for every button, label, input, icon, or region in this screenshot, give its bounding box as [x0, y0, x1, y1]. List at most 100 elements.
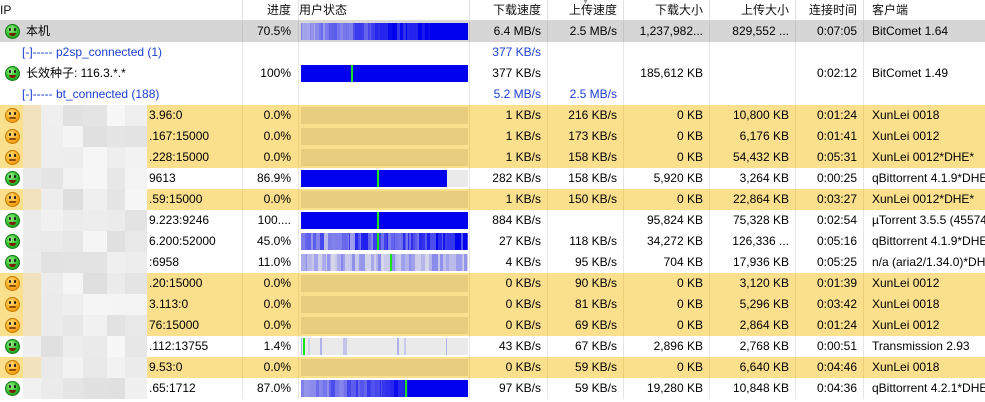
table-row[interactable]: [-]----- bt_connected (188) 5.2 MB/s 2.5 M… [0, 84, 985, 105]
progress-bar [301, 128, 468, 145]
peer-group-label[interactable]: [-]----- p2sp_connected (1) [22, 45, 163, 59]
cell-upload-speed: 173 KB/s [548, 126, 624, 147]
cell-ip[interactable]: 9613 [0, 168, 243, 189]
table-row[interactable]: 本机 70.5% 6.4 MB/s 2.5 MB/s 1,237,982... 829,5… [0, 21, 985, 42]
cell-ip[interactable]: .228:15000 [0, 147, 243, 168]
column-header-client[interactable]: 客户端 [864, 0, 985, 20]
column-header-connect-time-label: 连接时间 [808, 3, 857, 17]
cell-download-size: 0 KB [624, 126, 710, 147]
cell-progress-percent: 0.0% [243, 273, 299, 294]
table-row[interactable]: .228:15000 0.0% 1 KB/s 158 KB/s 0 KB 54,432 K… [0, 147, 985, 168]
cell-upload-size: 5,296 KB [710, 294, 796, 315]
cell-upload-size: 22,864 KB [710, 189, 796, 210]
cell-progress-percent: 0.0% [243, 147, 299, 168]
peer-ip-redacted [23, 105, 147, 126]
cell-progress-percent: 11.0% [243, 252, 299, 273]
cell-ip[interactable]: .112:13755 [0, 336, 243, 357]
cell-upload-speed [548, 63, 624, 84]
peer-status-happy-icon [5, 171, 20, 186]
column-header-download-speed-label: 下载速度 [492, 3, 541, 17]
peer-group-label[interactable]: [-]----- bt_connected (188) [22, 87, 160, 101]
peer-ip-redacted [23, 168, 147, 189]
cell-download-size: 1,237,982... [624, 21, 710, 42]
cell-download-speed: 1 KB/s [470, 105, 548, 126]
cell-upload-size: 2,864 KB [710, 315, 796, 336]
column-header-upload-speed[interactable]: ▾ 上传速度 [548, 0, 624, 20]
cell-upload-size: 10,848 KB [710, 378, 796, 399]
table-row[interactable]: .59:15000 0.0% 1 KB/s 150 KB/s 0 KB 22,864 KB… [0, 189, 985, 210]
cell-download-size: 5,920 KB [624, 168, 710, 189]
cell-ip[interactable]: 3.113:0 [0, 294, 243, 315]
table-row[interactable]: 长效种子: 116.3.*.* 100% 377 KB/s 185,612 KB 0:0… [0, 63, 985, 84]
column-header-download-speed[interactable]: 下载速度 [470, 0, 548, 20]
cell-download-speed: 97 KB/s [470, 378, 548, 399]
cell-connect-time: 0:05:31 [796, 147, 864, 168]
table-row[interactable]: 9.53:0 0.0% 0 KB/s 59 KB/s 0 KB 6,640 KB 0:04:… [0, 357, 985, 378]
table-row[interactable]: 9.223:9246 100.... 884 KB/s 95,824 KB 75,328… [0, 210, 985, 231]
cell-download-size: 704 KB [624, 252, 710, 273]
cell-download-size [624, 84, 710, 105]
cell-ip[interactable]: [-]----- p2sp_connected (1) [0, 42, 243, 63]
cell-upload-size [710, 84, 796, 105]
cell-ip[interactable]: .20:15000 [0, 273, 243, 294]
cell-user-state [299, 231, 470, 252]
progress-bar [301, 65, 468, 82]
table-row[interactable]: .65:1712 87.0% 97 KB/s 59 KB/s 19,280 KB 10,8… [0, 378, 985, 399]
peer-status-meh-icon [5, 276, 20, 291]
column-header-progress[interactable]: 进度 [243, 0, 299, 20]
progress-bar [301, 107, 468, 124]
peer-ip-redacted [23, 126, 147, 147]
peer-ip-redacted [23, 252, 147, 273]
table-row[interactable]: 3.96:0 0.0% 1 KB/s 216 KB/s 0 KB 10,800 KB 0:0… [0, 105, 985, 126]
cell-user-state [299, 21, 470, 42]
progress-marker [303, 338, 305, 355]
cell-ip[interactable]: 76:15000 [0, 315, 243, 336]
table-row[interactable]: 6.200:52000 45.0% 27 KB/s 118 KB/s 34,272 KB… [0, 231, 985, 252]
table-row[interactable]: 76:15000 0.0% 0 KB/s 69 KB/s 0 KB 2,864 KB 0:0… [0, 315, 985, 336]
cell-upload-size [710, 42, 796, 63]
cell-ip[interactable]: .167:15000 [0, 126, 243, 147]
table-row[interactable]: .167:15000 0.0% 1 KB/s 173 KB/s 0 KB 6,176 KB… [0, 126, 985, 147]
table-row[interactable]: [-]----- p2sp_connected (1) 377 KB/s [0, 42, 985, 63]
cell-progress-percent: 1.4% [243, 336, 299, 357]
cell-progress-percent: 100.... [243, 210, 299, 231]
cell-ip[interactable]: 3.96:0 [0, 105, 243, 126]
cell-ip[interactable]: 6.200:52000 [0, 231, 243, 252]
cell-progress-percent: 0.0% [243, 315, 299, 336]
cell-upload-size: 75,328 KB [710, 210, 796, 231]
progress-bar [301, 317, 468, 334]
cell-ip[interactable]: .59:15000 [0, 189, 243, 210]
peer-status-meh-icon [5, 129, 20, 144]
progress-bar [301, 44, 468, 61]
cell-ip[interactable]: 本机 [0, 21, 243, 42]
column-header-ip-label: IP [0, 3, 12, 17]
table-header-row[interactable]: IP 进度 用户状态 下载速度 ▾ 上传速度 下载大小 上传大小 连接时间 客户… [0, 0, 985, 21]
cell-ip[interactable]: [-]----- bt_connected (188) [0, 84, 243, 105]
table-row[interactable]: :6958 11.0% 4 KB/s 95 KB/s 704 KB 17,936 KB 0:… [0, 252, 985, 273]
column-header-ip[interactable]: IP [0, 0, 243, 20]
progress-fill [301, 233, 468, 250]
cell-download-size: 0 KB [624, 315, 710, 336]
cell-ip[interactable]: :6958 [0, 252, 243, 273]
table-row[interactable]: .112:13755 1.4% 43 KB/s 67 KB/s 2,896 KB 2,76… [0, 336, 985, 357]
cell-ip[interactable]: 长效种子: 116.3.*.* [0, 63, 243, 84]
cell-ip[interactable]: 9.53:0 [0, 357, 243, 378]
table-row[interactable]: 9613 86.9% 282 KB/s 158 KB/s 5,920 KB 3,264 K… [0, 168, 985, 189]
peer-ip-label: 76:15000 [149, 318, 200, 332]
column-header-user-state[interactable]: 用户状态 [299, 0, 470, 20]
cell-ip[interactable]: 9.223:9246 [0, 210, 243, 231]
cell-client: qBittorrent 4.1.9*DHE* [872, 171, 985, 185]
peer-ip-label: .112:13755 [149, 339, 209, 353]
progress-bar [301, 275, 468, 292]
cell-progress-percent [243, 84, 299, 105]
table-row[interactable]: 3.113:0 0.0% 0 KB/s 81 KB/s 0 KB 5,296 KB 0:03… [0, 294, 985, 315]
cell-progress-percent: 86.9% [243, 168, 299, 189]
cell-client: Transmission 2.93 [872, 339, 970, 353]
table-row[interactable]: .20:15000 0.0% 0 KB/s 90 KB/s 0 KB 3,120 KB 0:… [0, 273, 985, 294]
column-header-download-size[interactable]: 下载大小 [624, 0, 710, 20]
column-header-connect-time[interactable]: 连接时间 [796, 0, 864, 20]
cell-ip[interactable]: .65:1712 [0, 378, 243, 399]
column-header-upload-size[interactable]: 上传大小 [710, 0, 796, 20]
peer-status-happy-icon [5, 66, 20, 81]
